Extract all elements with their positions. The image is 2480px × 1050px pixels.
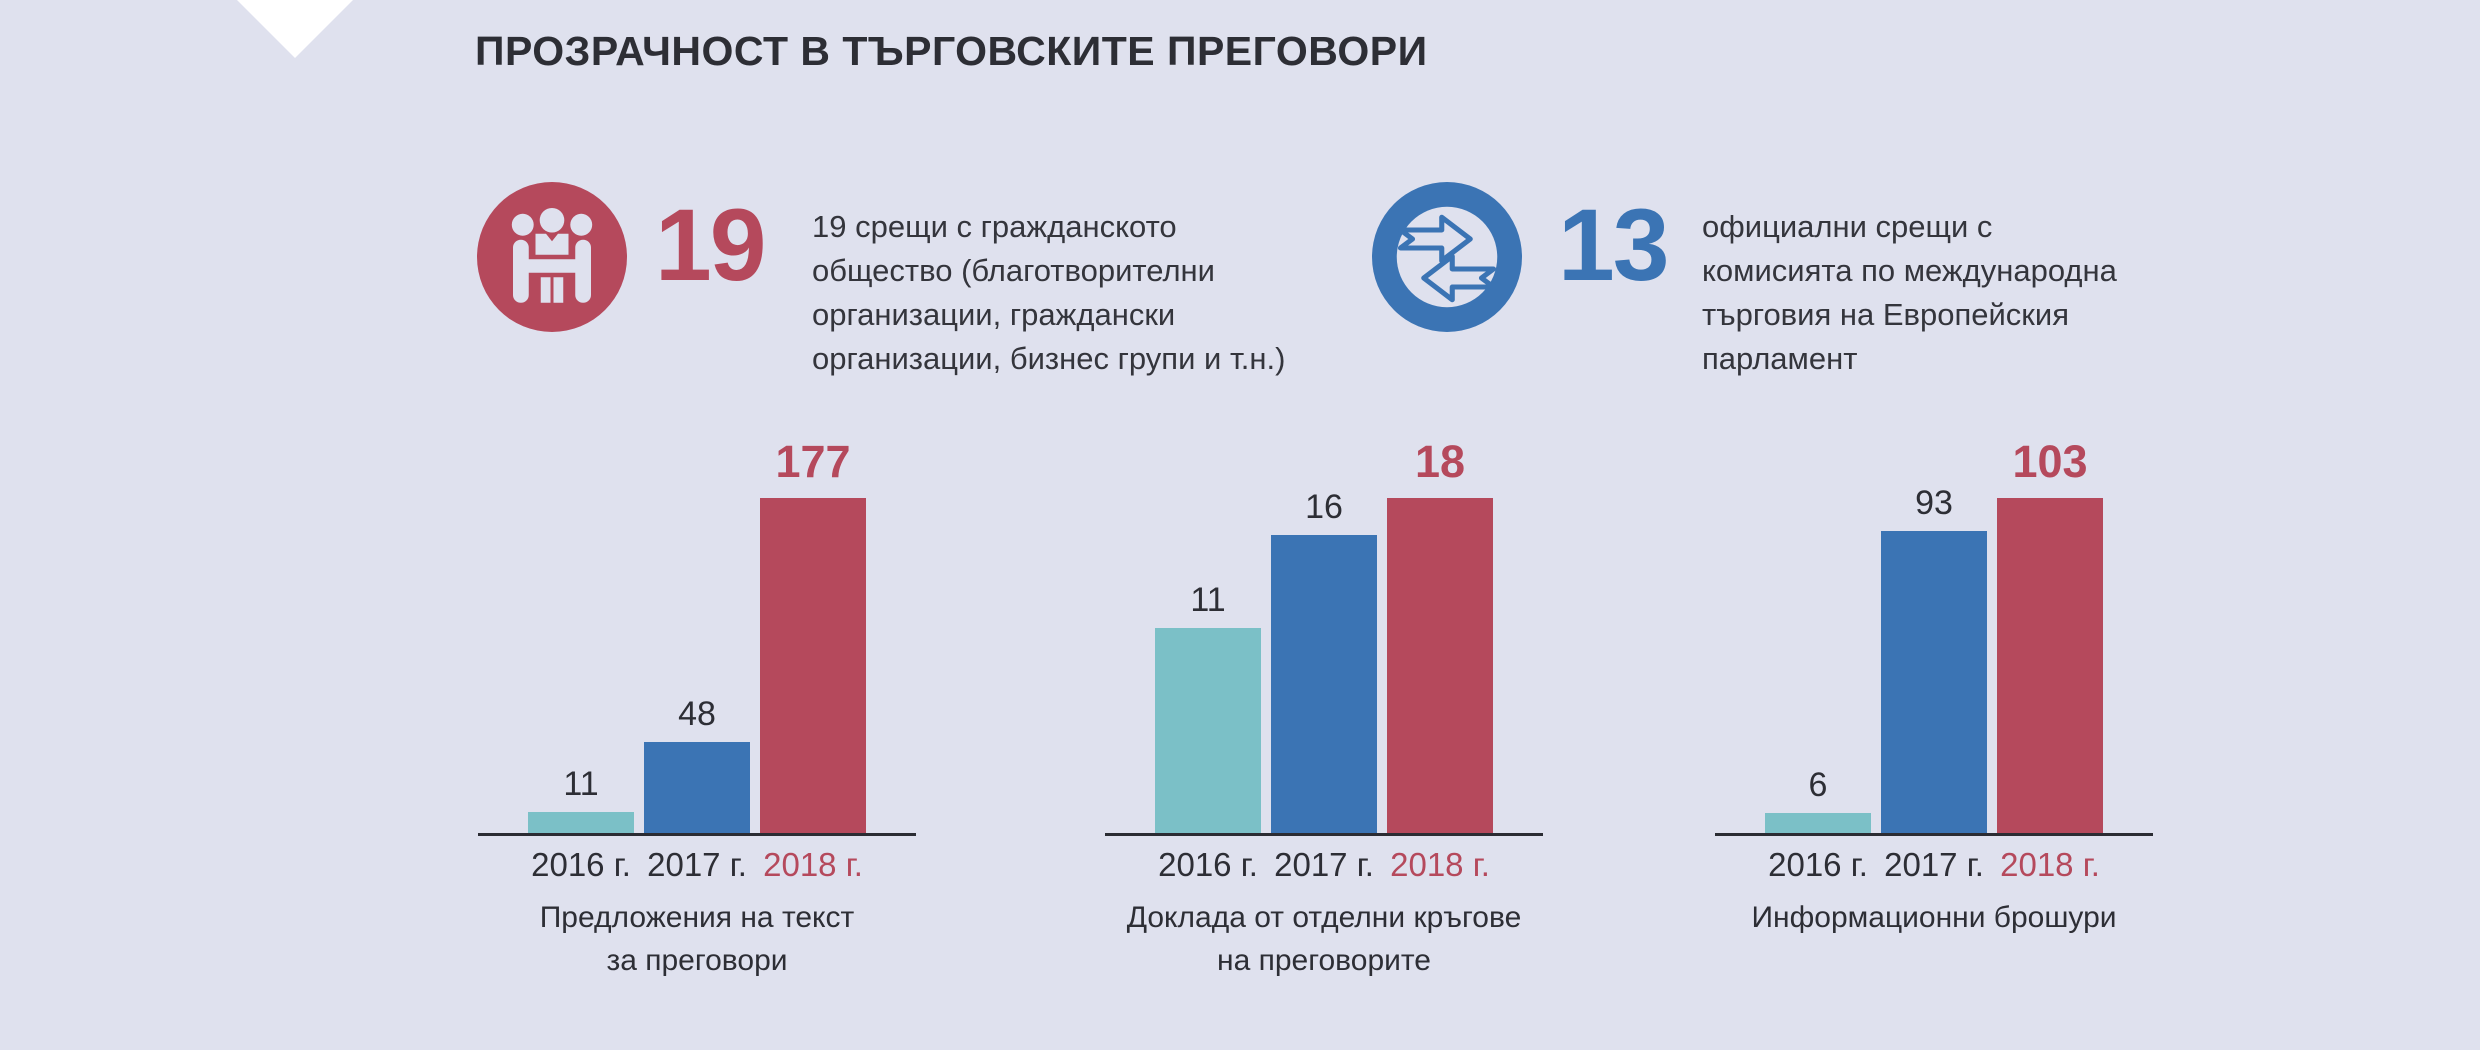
chart-caption: Предложения на текст за преговори (539, 901, 855, 977)
year-label: 2017 г. (1884, 846, 1984, 883)
bar-chart-1: 11 48 177 2016 г. 2017 г. 2018 г. Предложения … (478, 436, 916, 1020)
bar-value-label: 93 (1915, 484, 1953, 522)
stat-value-meetings-civil-society: 19 (655, 188, 766, 302)
bar-value-label: 103 (2012, 436, 2088, 487)
plot-area: 6 93 103 (1715, 436, 2153, 833)
year-label: 2017 г. (647, 846, 747, 883)
decorative-triangle (237, 0, 353, 58)
year-label: 2017 г. (1274, 846, 1374, 883)
stat-description-committee: официални срещи с комисията по междунаро… (1702, 209, 2117, 376)
x-axis-line (1715, 833, 2153, 836)
plot-area: 11 48 177 (478, 436, 916, 833)
bar-2017г (1271, 535, 1377, 833)
chart-caption: Доклада от отделни кръгове на преговорит… (1126, 901, 1522, 977)
bar-2017г (644, 742, 750, 833)
bar-2018г (760, 498, 866, 833)
bar-2018г (1997, 498, 2103, 833)
bar-chart-3: 6 93 103 2016 г. 2017 г. 2018 г. Информационни… (1715, 436, 2153, 1020)
bar-value-label: 16 (1305, 488, 1343, 526)
bar-value-label: 48 (678, 695, 716, 733)
bar-2017г (1881, 531, 1987, 833)
year-label: 2016 г. (531, 846, 631, 883)
stat-value-committee-meetings: 13 (1558, 188, 1669, 302)
chart-caption: Информационни брошури (1751, 901, 2117, 934)
x-axis-labels: 2016 г. 2017 г. 2018 г. (478, 846, 916, 886)
bar-2016г (1765, 813, 1871, 833)
bar-value-label: 18 (1414, 436, 1466, 487)
plot-area: 11 16 18 (1105, 436, 1543, 833)
bar-2016г (1155, 628, 1261, 833)
bar-value-label: 177 (775, 436, 851, 487)
stat-description-civil-society: 19 срещи с гражданското общество (благот… (812, 209, 1286, 376)
meeting-people-icon (477, 182, 627, 332)
year-label: 2018 г. (2000, 846, 2100, 883)
bar-value-label: 6 (1808, 766, 1828, 804)
exchange-arrows-icon (1372, 182, 1522, 332)
bar-2016г (528, 812, 634, 833)
year-label: 2016 г. (1158, 846, 1258, 883)
x-axis-labels: 2016 г. 2017 г. 2018 г. (1105, 846, 1543, 886)
year-label: 2016 г. (1768, 846, 1868, 883)
bar-2018г (1387, 498, 1493, 833)
x-axis-labels: 2016 г. 2017 г. 2018 г. (1715, 846, 2153, 886)
year-label: 2018 г. (763, 846, 863, 883)
x-axis-line (478, 833, 916, 836)
year-label: 2018 г. (1390, 846, 1490, 883)
page-title: ПРОЗРАЧНОСТ В ТЪРГОВСКИТЕ ПРЕГОВОРИ (475, 28, 1428, 74)
bar-chart-2: 11 16 18 2016 г. 2017 г. 2018 г. Доклада от от… (1105, 436, 1543, 1020)
bar-value-label: 11 (563, 765, 599, 803)
bar-value-label: 11 (1190, 581, 1226, 619)
x-axis-line (1105, 833, 1543, 836)
